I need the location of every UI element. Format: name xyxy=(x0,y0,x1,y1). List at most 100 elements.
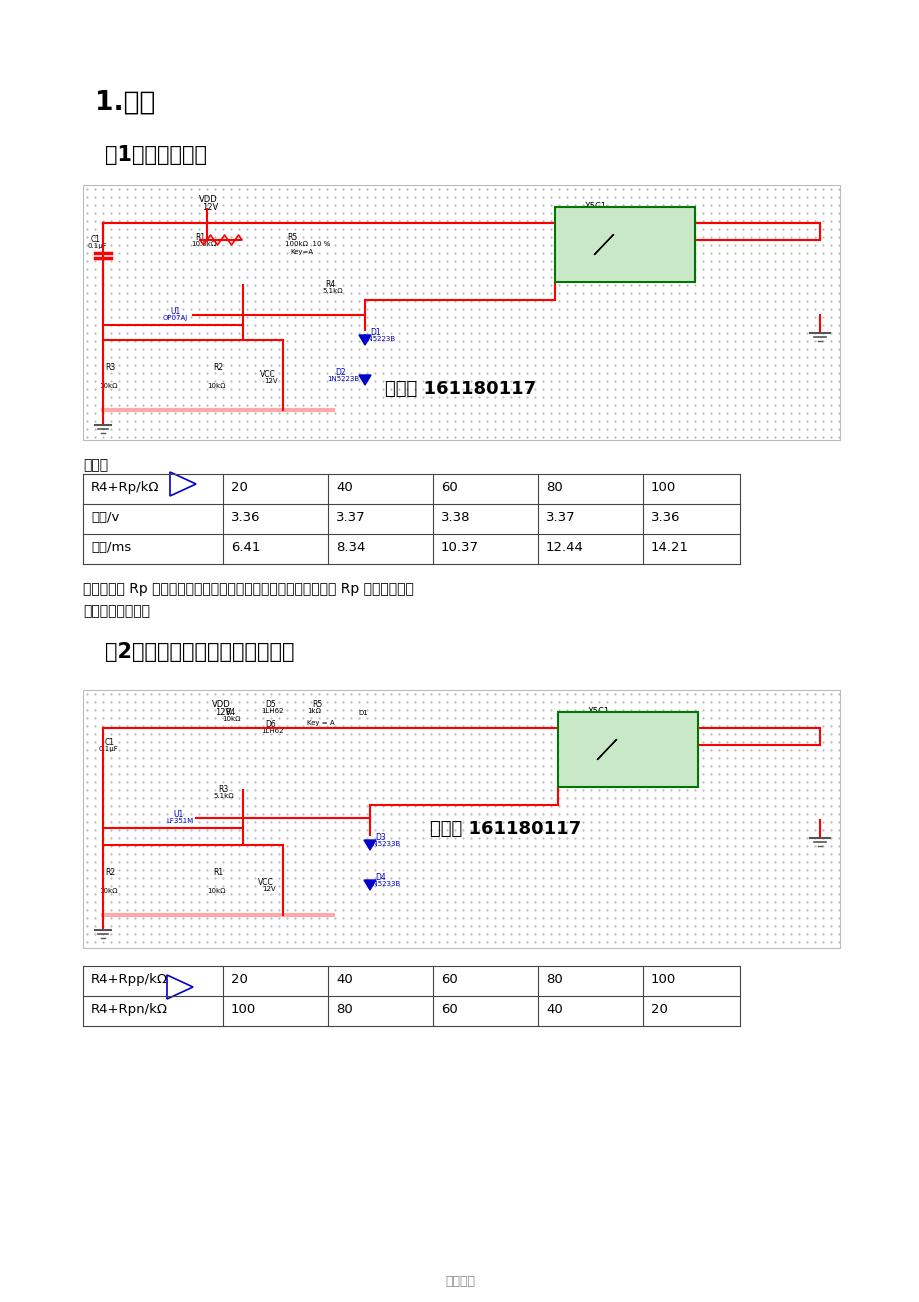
Text: X5C1: X5C1 xyxy=(584,202,607,211)
Text: 80: 80 xyxy=(335,1003,352,1016)
Text: （2）占空比可调的矩形波发生器: （2）占空比可调的矩形波发生器 xyxy=(105,642,294,661)
Text: 12V: 12V xyxy=(264,378,278,384)
Text: 40: 40 xyxy=(335,973,352,986)
Text: 10kΩ: 10kΩ xyxy=(221,716,240,723)
Text: 40: 40 xyxy=(335,480,352,493)
Text: 60: 60 xyxy=(440,973,458,986)
Text: 10.0kΩ: 10.0kΩ xyxy=(191,241,216,247)
Polygon shape xyxy=(358,335,370,345)
Text: 幅值/v: 幅值/v xyxy=(91,510,119,523)
Bar xyxy=(554,207,694,283)
Text: 3.38: 3.38 xyxy=(440,510,470,523)
Text: X5C1: X5C1 xyxy=(587,707,609,716)
Text: 14.21: 14.21 xyxy=(651,542,688,553)
Text: R5: R5 xyxy=(312,700,322,710)
Text: D3: D3 xyxy=(375,833,385,842)
Text: 孙景昊 161180117: 孙景昊 161180117 xyxy=(429,820,581,838)
Text: R3: R3 xyxy=(218,785,228,794)
Text: 20: 20 xyxy=(651,1003,667,1016)
Text: （1）方波发生器: （1）方波发生器 xyxy=(105,145,207,165)
Text: OP07AJ: OP07AJ xyxy=(163,315,188,322)
Text: 40: 40 xyxy=(545,1003,562,1016)
Text: VCC: VCC xyxy=(257,878,274,887)
Polygon shape xyxy=(364,880,376,891)
Bar xyxy=(558,712,698,786)
Text: 10kΩ: 10kΩ xyxy=(99,888,118,894)
Text: 60: 60 xyxy=(440,480,458,493)
Text: R4+Rpp/kΩ: R4+Rpp/kΩ xyxy=(91,973,168,986)
Text: VDD: VDD xyxy=(199,195,218,204)
Text: 60: 60 xyxy=(440,1003,458,1016)
Text: Key = A: Key = A xyxy=(307,720,335,727)
Text: VDD: VDD xyxy=(211,700,231,710)
Text: 周期/ms: 周期/ms xyxy=(91,542,131,553)
Text: R3: R3 xyxy=(105,363,115,372)
Text: 100: 100 xyxy=(651,480,675,493)
Text: 80: 80 xyxy=(545,480,562,493)
Text: R5: R5 xyxy=(287,233,297,242)
Text: 0.1μF: 0.1μF xyxy=(99,746,119,753)
Text: D1: D1 xyxy=(369,328,380,337)
Text: LF351M: LF351M xyxy=(165,818,193,824)
Text: 仿真值: 仿真值 xyxy=(83,458,108,473)
Text: 1LH62: 1LH62 xyxy=(261,728,283,734)
Text: R4+Rp/kΩ: R4+Rp/kΩ xyxy=(91,480,159,493)
Text: 3.37: 3.37 xyxy=(545,510,575,523)
Text: 20: 20 xyxy=(231,973,247,986)
Text: 5.1kΩ: 5.1kΩ xyxy=(213,793,233,799)
Text: R4: R4 xyxy=(225,708,235,717)
Text: 1LH62: 1LH62 xyxy=(261,708,283,713)
Text: VCC: VCC xyxy=(260,370,276,379)
Text: 1N5233B: 1N5233B xyxy=(368,841,400,848)
Text: 100: 100 xyxy=(651,973,675,986)
Text: 3.36: 3.36 xyxy=(651,510,680,523)
Text: U1: U1 xyxy=(170,307,180,316)
Text: 分析：随着 Rp 阻值的改变，幅值几乎不发生变化，但是周期随着 Rp 的增大而增大: 分析：随着 Rp 阻值的改变，幅值几乎不发生变化，但是周期随着 Rp 的增大而增… xyxy=(83,582,414,596)
Text: 结论：符合预期。: 结论：符合预期。 xyxy=(83,604,150,618)
Bar xyxy=(83,690,839,948)
Text: R4: R4 xyxy=(324,280,335,289)
Text: 10.37: 10.37 xyxy=(440,542,479,553)
Text: 12V: 12V xyxy=(202,203,218,212)
Text: 12V: 12V xyxy=(262,885,276,892)
Text: 3.36: 3.36 xyxy=(231,510,260,523)
Text: D2: D2 xyxy=(335,368,346,378)
Text: R2: R2 xyxy=(213,363,223,372)
Text: 6.41: 6.41 xyxy=(231,542,260,553)
Text: 孙景昊 161180117: 孙景昊 161180117 xyxy=(384,380,536,398)
Text: 1.仿真: 1.仿真 xyxy=(95,90,155,116)
Text: 8.34: 8.34 xyxy=(335,542,365,553)
Text: D6: D6 xyxy=(265,720,276,729)
Bar xyxy=(83,185,839,440)
Text: 100: 100 xyxy=(231,1003,256,1016)
Text: C1: C1 xyxy=(91,234,101,243)
Text: 100kΩ  10 %: 100kΩ 10 % xyxy=(285,241,330,247)
Polygon shape xyxy=(364,840,376,850)
Text: 80: 80 xyxy=(545,973,562,986)
Text: 0.1μF: 0.1μF xyxy=(88,243,108,249)
Text: 3.37: 3.37 xyxy=(335,510,365,523)
Text: 1N5223B: 1N5223B xyxy=(326,376,358,381)
Text: 推荐精选: 推荐精选 xyxy=(445,1275,474,1288)
Text: D1: D1 xyxy=(357,710,368,716)
Text: 1N5233B: 1N5233B xyxy=(368,881,400,887)
Text: R2: R2 xyxy=(105,868,115,878)
Text: R4+Rpn/kΩ: R4+Rpn/kΩ xyxy=(91,1003,168,1016)
Text: C1: C1 xyxy=(105,738,115,747)
Text: 1N5223B: 1N5223B xyxy=(363,336,394,342)
Text: 20: 20 xyxy=(231,480,247,493)
Text: 10kΩ: 10kΩ xyxy=(207,888,225,894)
Text: 10kΩ: 10kΩ xyxy=(99,383,118,389)
Text: 10kΩ: 10kΩ xyxy=(207,383,225,389)
Polygon shape xyxy=(358,375,370,385)
Text: D5: D5 xyxy=(265,700,276,710)
Text: R1: R1 xyxy=(213,868,223,878)
Text: D4: D4 xyxy=(375,874,385,881)
Text: 12V: 12V xyxy=(215,708,231,717)
Text: U1: U1 xyxy=(173,810,183,819)
Text: R1: R1 xyxy=(195,233,205,242)
Text: 1kΩ: 1kΩ xyxy=(307,708,321,713)
Text: 12.44: 12.44 xyxy=(545,542,584,553)
Text: 5.1kΩ: 5.1kΩ xyxy=(322,288,342,294)
Text: Key=A: Key=A xyxy=(289,249,312,255)
